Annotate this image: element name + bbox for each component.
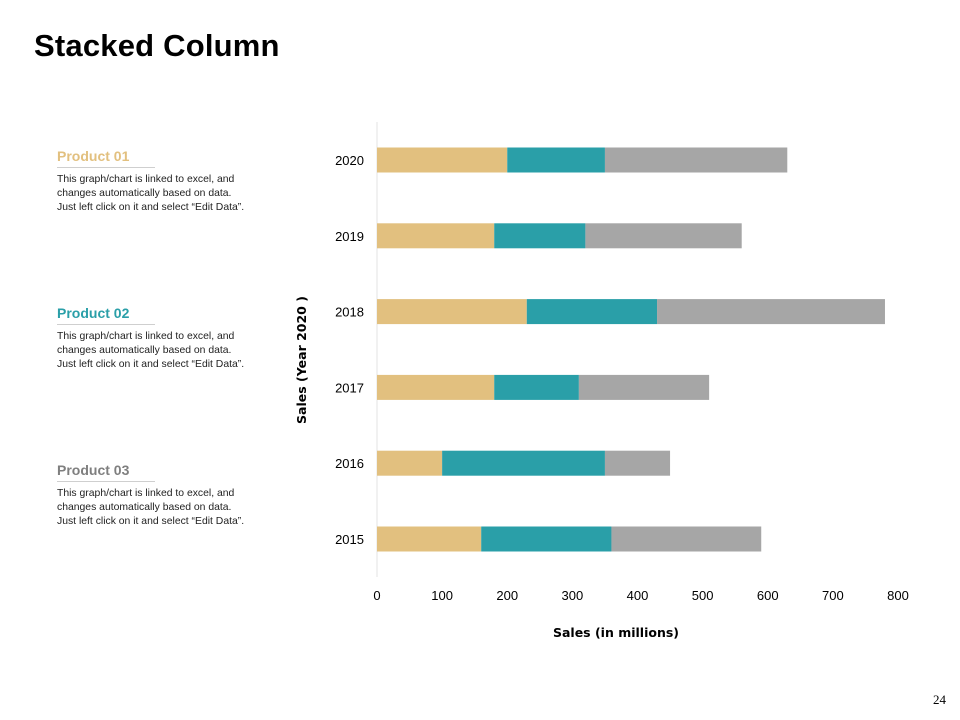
bar-2015-series-1	[377, 526, 482, 552]
legend-product-01: Product 01 This graph/chart is linked to…	[57, 148, 247, 215]
y-tick-label-2019: 2019	[335, 229, 364, 244]
y-axis-title: Sales (Year 2020 )	[294, 296, 309, 424]
x-tick-label-700: 700	[822, 588, 844, 603]
bar-2015-series-2	[481, 526, 612, 552]
x-tick-label-500: 500	[692, 588, 714, 603]
bar-2019-series-2	[494, 223, 586, 249]
bar-2016-series-2	[442, 450, 605, 476]
bar-2018-series-2	[526, 299, 658, 325]
bars-group	[377, 147, 885, 552]
x-tick-label-800: 800	[887, 588, 909, 603]
x-tick-label-600: 600	[757, 588, 779, 603]
legend-heading-product-01: Product 01	[57, 148, 155, 168]
bar-2019-series-1	[377, 223, 495, 249]
bar-2016-series-1	[377, 450, 443, 476]
bar-2020-series-3	[604, 147, 788, 173]
bar-2018-series-1	[377, 299, 527, 325]
legend-heading-product-03: Product 03	[57, 462, 155, 482]
bar-2019-series-3	[585, 223, 742, 249]
x-tick-labels: 0 100 200 300 400 500 600 700 800	[373, 588, 908, 603]
x-tick-label-400: 400	[627, 588, 649, 603]
x-tick-label-100: 100	[431, 588, 453, 603]
y-tick-label-2018: 2018	[335, 305, 364, 320]
bar-2017-series-2	[494, 374, 579, 400]
bar-2016-series-3	[604, 450, 671, 476]
y-tick-label-2020: 2020	[335, 153, 364, 168]
page-number: 24	[933, 692, 946, 707]
bar-2018-series-3	[657, 299, 885, 325]
slide-title: Stacked Column	[34, 28, 280, 63]
bar-2020-series-1	[377, 147, 508, 173]
y-tick-label-2017: 2017	[335, 380, 364, 395]
legend-description-product-02: This graph/chart is linked to excel, and…	[57, 331, 245, 370]
legend-product-03: Product 03 This graph/chart is linked to…	[57, 462, 247, 529]
legend-product-02: Product 02 This graph/chart is linked to…	[57, 305, 247, 372]
x-tick-label-200: 200	[496, 588, 518, 603]
bar-2017-series-3	[578, 374, 710, 400]
y-tick-label-2015: 2015	[335, 532, 364, 547]
x-tick-label-0: 0	[373, 588, 380, 603]
x-tick-label-300: 300	[562, 588, 584, 603]
bar-2020-series-2	[507, 147, 605, 173]
bar-2017-series-1	[377, 374, 495, 400]
y-tick-labels: 2015 2016 2017 2018 2019 2020	[335, 153, 364, 547]
legend-description-product-03: This graph/chart is linked to excel, and…	[57, 488, 245, 527]
bar-2015-series-3	[611, 526, 762, 552]
legend-heading-product-02: Product 02	[57, 305, 155, 325]
x-axis-title: Sales (in millions)	[553, 625, 679, 640]
legend-description-product-01: This graph/chart is linked to excel, and…	[57, 174, 245, 213]
y-tick-label-2016: 2016	[335, 456, 364, 471]
